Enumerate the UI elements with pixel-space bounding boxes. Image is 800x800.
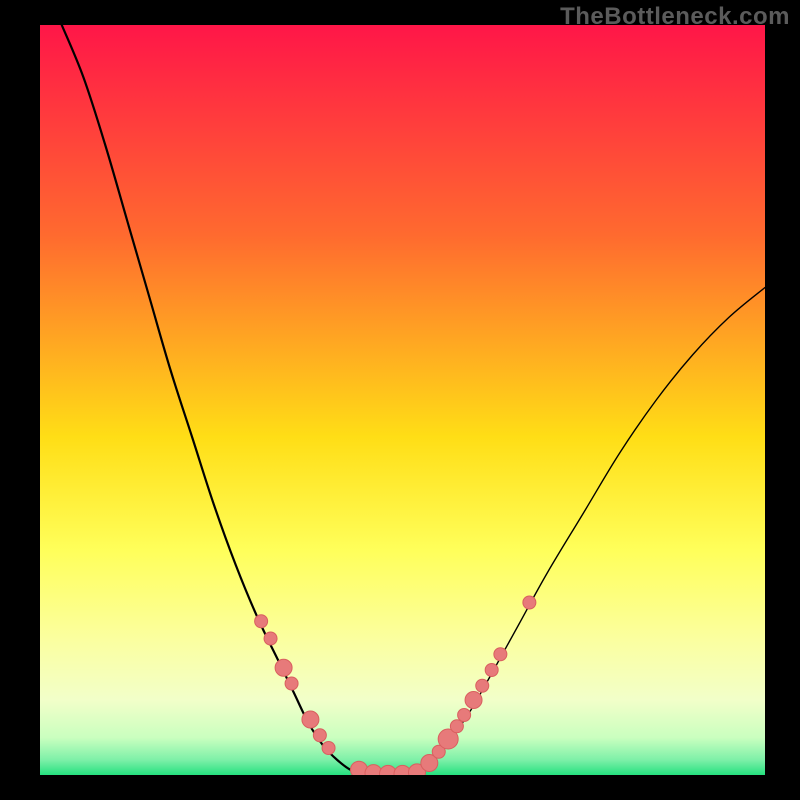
outer-frame: TheBottleneck.com [0, 0, 800, 800]
data-marker [476, 679, 489, 692]
plot-svg [40, 25, 765, 775]
data-marker [322, 742, 335, 755]
data-marker [485, 664, 498, 677]
data-marker [494, 648, 507, 661]
data-marker [458, 709, 471, 722]
data-marker [523, 596, 536, 609]
data-marker [275, 659, 292, 676]
data-marker [264, 632, 277, 645]
data-marker [313, 729, 326, 742]
data-marker [302, 711, 319, 728]
data-marker [465, 692, 482, 709]
data-marker [285, 677, 298, 690]
watermark-text: TheBottleneck.com [560, 3, 790, 31]
plot-area [40, 25, 765, 775]
data-marker [450, 720, 463, 733]
data-marker [255, 615, 268, 628]
